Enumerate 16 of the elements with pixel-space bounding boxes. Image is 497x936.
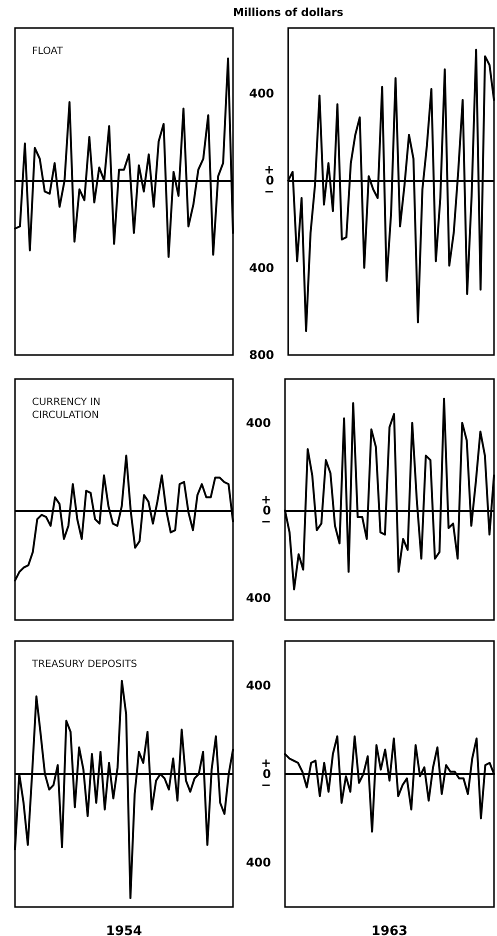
text: CURRENCY IN CIRCULATION (32, 397, 104, 421)
y-tick-label: + 0 − (264, 162, 274, 199)
y-tick-label: 800 (249, 348, 274, 362)
y-tick-label: 400 (246, 416, 271, 430)
y-tick-label: 400 (249, 86, 274, 100)
y-tick-label: 400 (246, 856, 271, 870)
text: TREASURY DEPOSITS (31, 659, 138, 670)
y-axis-title: Millions of dollars (232, 6, 344, 19)
y-tick-label: 400 (246, 678, 271, 692)
y-tick-label: + 0 − (260, 492, 271, 528)
y-tick-label: + 0 − (260, 756, 271, 792)
y-tick-label: 400 (246, 591, 271, 606)
x-axis-title: 1963 (371, 924, 408, 936)
y-tick-label: 400 (249, 260, 274, 275)
x-axis-title: 1954 (106, 924, 142, 936)
text: FLOAT (32, 46, 64, 57)
